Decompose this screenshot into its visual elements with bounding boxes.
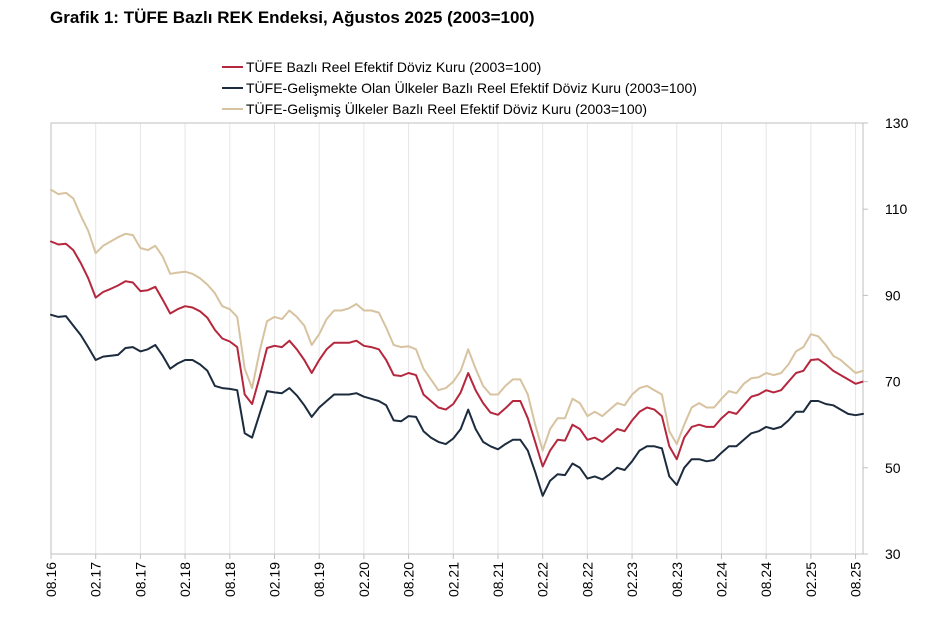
x-tick-label: 02.25	[803, 562, 819, 597]
x-tick-label: 08.16	[43, 562, 59, 597]
x-tick-label: 08.17	[132, 562, 148, 597]
plot-frame	[50, 122, 864, 555]
x-tick-label: 08.25	[848, 562, 864, 597]
x-tick-label: 08.24	[758, 562, 774, 597]
x-tick-label: 08.23	[669, 562, 685, 597]
series-line	[50, 188, 864, 452]
series-line	[50, 240, 864, 468]
x-tick-label: 08.18	[222, 562, 238, 597]
y-tick-label: 130	[885, 115, 909, 131]
legend: TÜFE Bazlı Reel Efektif Döviz Kuru (2003…	[222, 58, 697, 117]
chart-title: Grafik 1: TÜFE Bazlı REK Endeksi, Ağusto…	[50, 8, 535, 27]
x-tick-label: 02.24	[713, 562, 729, 597]
y-tick-label: 50	[885, 460, 901, 476]
x-tick-label: 08.19	[311, 562, 327, 597]
x-tick-label: 08.20	[401, 562, 417, 597]
x-tick-label: 08.21	[490, 562, 506, 597]
x-axis-ticks: 08.16 02.17 08.17 02.18 08.18 02.19 08.19 02.20…	[43, 554, 864, 597]
x-tick-label: 08.22	[579, 562, 595, 597]
x-tick-label: 02.23	[624, 562, 640, 597]
x-tick-label: 02.21	[445, 562, 461, 597]
y-tick-label: 90	[885, 287, 901, 303]
legend-label: TÜFE-Gelişmekte Olan Ülkeler Bazlı Reel …	[246, 79, 697, 96]
legend-label: TÜFE Bazlı Reel Efektif Döviz Kuru (2003…	[246, 58, 541, 75]
series-line	[50, 313, 864, 497]
x-tick-label: 02.22	[535, 562, 551, 597]
legend-label: TÜFE-Gelişmiş Ülkeler Bazlı Reel Efektif…	[246, 100, 647, 117]
y-tick-label: 110	[885, 201, 908, 217]
x-tick-label: 02.18	[177, 562, 193, 597]
series-lines	[50, 188, 864, 497]
x-tick-label: 02.19	[266, 562, 282, 597]
x-tick-label: 02.20	[356, 562, 372, 597]
y-tick-label: 30	[885, 546, 901, 562]
grid-lines	[50, 123, 857, 554]
y-axis-ticks: 30 50 70 90 110 130	[863, 115, 909, 562]
y-tick-label: 70	[885, 374, 901, 390]
x-tick-label: 02.17	[88, 562, 104, 597]
